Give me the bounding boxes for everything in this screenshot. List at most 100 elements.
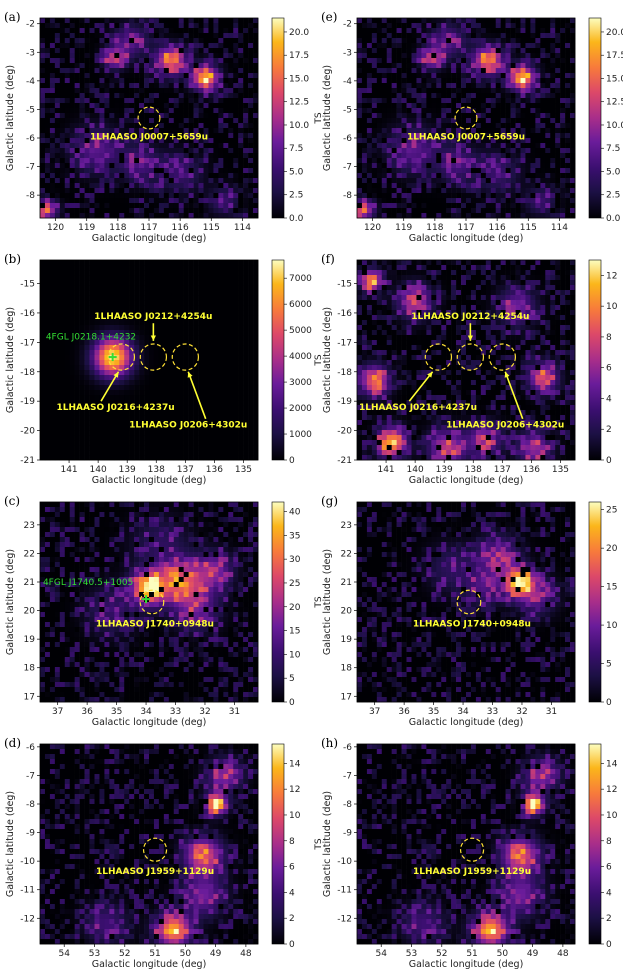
- heatmap-cell: [60, 18, 65, 23]
- heatmap-cell: [99, 203, 104, 208]
- heatmap-cell: [50, 148, 55, 153]
- heatmap-cell: [223, 400, 228, 405]
- heatmap-cell: [218, 385, 223, 390]
- heatmap-cell: [50, 430, 55, 435]
- heatmap-cell: [95, 652, 100, 657]
- heatmap-cell: [114, 188, 119, 193]
- heatmap-cell: [223, 507, 228, 512]
- heatmap-cell: [253, 587, 258, 592]
- heatmap-cell: [199, 208, 204, 213]
- heatmap-cell: [99, 53, 104, 58]
- heatmap-cell: [228, 305, 233, 310]
- heatmap-cell: [253, 425, 258, 430]
- heatmap-cell: [85, 532, 90, 537]
- heatmap-cell: [179, 375, 184, 380]
- heatmap-cell: [50, 385, 55, 390]
- heatmap-cell: [243, 18, 248, 23]
- heatmap-cell: [164, 632, 169, 637]
- heatmap-cell: [233, 208, 238, 213]
- heatmap-cell: [129, 567, 134, 572]
- heatmap-cell: [238, 527, 243, 532]
- heatmap-cell: [174, 290, 179, 295]
- heatmap-cell: [50, 512, 55, 517]
- heatmap-cell: [253, 23, 258, 28]
- heatmap-cell: [208, 158, 213, 163]
- heatmap-cell: [75, 390, 80, 395]
- heatmap-cell: [75, 557, 80, 562]
- heatmap-cell: [243, 108, 248, 113]
- heatmap-cell: [45, 415, 50, 420]
- heatmap-cell: [90, 597, 95, 602]
- heatmap-cell: [194, 567, 199, 572]
- heatmap-cell: [109, 163, 114, 168]
- heatmap-cell: [223, 335, 228, 340]
- heatmap-cell: [55, 123, 60, 128]
- heatmap-cell: [70, 168, 75, 173]
- heatmap-cell: [228, 123, 233, 128]
- heatmap-cell: [99, 68, 104, 73]
- heatmap-cell: [218, 48, 223, 53]
- heatmap-cell: [114, 33, 119, 38]
- heatmap-cell: [238, 188, 243, 193]
- heatmap-cell: [184, 355, 189, 360]
- heatmap-cell: [213, 405, 218, 410]
- heatmap-cell: [218, 148, 223, 153]
- heatmap-cell: [253, 542, 258, 547]
- heatmap-cell: [109, 647, 114, 652]
- heatmap-cell: [85, 325, 90, 330]
- heatmap-cell: [213, 375, 218, 380]
- heatmap-cell: [65, 350, 70, 355]
- heatmap-cell: [45, 43, 50, 48]
- heatmap-cell: [75, 260, 80, 265]
- heatmap-cell: [50, 547, 55, 552]
- heatmap-cell: [218, 178, 223, 183]
- heatmap-cell: [50, 507, 55, 512]
- heatmap-cell: [55, 108, 60, 113]
- heatmap-cell: [50, 395, 55, 400]
- heatmap-cell: [208, 602, 213, 607]
- heatmap-cell: [154, 290, 159, 295]
- heatmap-cell: [238, 415, 243, 420]
- heatmap-cell: [218, 78, 223, 83]
- heatmap-cell: [199, 632, 204, 637]
- y-axis-label: Galactic latitude (deg): [5, 307, 16, 413]
- heatmap-cell: [194, 557, 199, 562]
- heatmap-cell: [75, 153, 80, 158]
- heatmap-cell: [228, 315, 233, 320]
- heatmap-cell: [104, 23, 109, 28]
- heatmap-cell: [199, 572, 204, 577]
- heatmap-cell: [95, 637, 100, 642]
- heatmap-cell: [45, 375, 50, 380]
- heatmap-cell: [70, 637, 75, 642]
- heatmap-cell: [179, 270, 184, 275]
- heatmap-cell: [45, 158, 50, 163]
- heatmap-cell: [85, 517, 90, 522]
- heatmap-cell: [104, 183, 109, 188]
- heatmap-cell: [60, 527, 65, 532]
- heatmap-cell: [80, 375, 85, 380]
- heatmap-cell: [90, 360, 95, 365]
- heatmap-cell: [218, 290, 223, 295]
- heatmap-cell: [223, 622, 228, 627]
- heatmap-cell: [109, 23, 114, 28]
- heatmap-cell: [114, 280, 119, 285]
- heatmap-cell: [174, 375, 179, 380]
- heatmap-cell: [169, 325, 174, 330]
- heatmap-cell: [109, 103, 114, 108]
- heatmap-cell: [134, 265, 139, 270]
- heatmap-cell: [208, 173, 213, 178]
- heatmap-cell: [208, 193, 213, 198]
- heatmap-cell: [233, 153, 238, 158]
- heatmap-cell: [189, 305, 194, 310]
- heatmap-cell: [75, 440, 80, 445]
- heatmap-cell: [104, 43, 109, 48]
- heatmap-cell: [80, 365, 85, 370]
- heatmap-cell: [189, 43, 194, 48]
- heatmap-cell: [154, 83, 159, 88]
- heatmap-cell: [208, 385, 213, 390]
- heatmap-cell: [189, 188, 194, 193]
- heatmap-cell: [199, 345, 204, 350]
- heatmap-cell: [233, 365, 238, 370]
- heatmap-cell: [95, 445, 100, 450]
- heatmap-cell: [233, 33, 238, 38]
